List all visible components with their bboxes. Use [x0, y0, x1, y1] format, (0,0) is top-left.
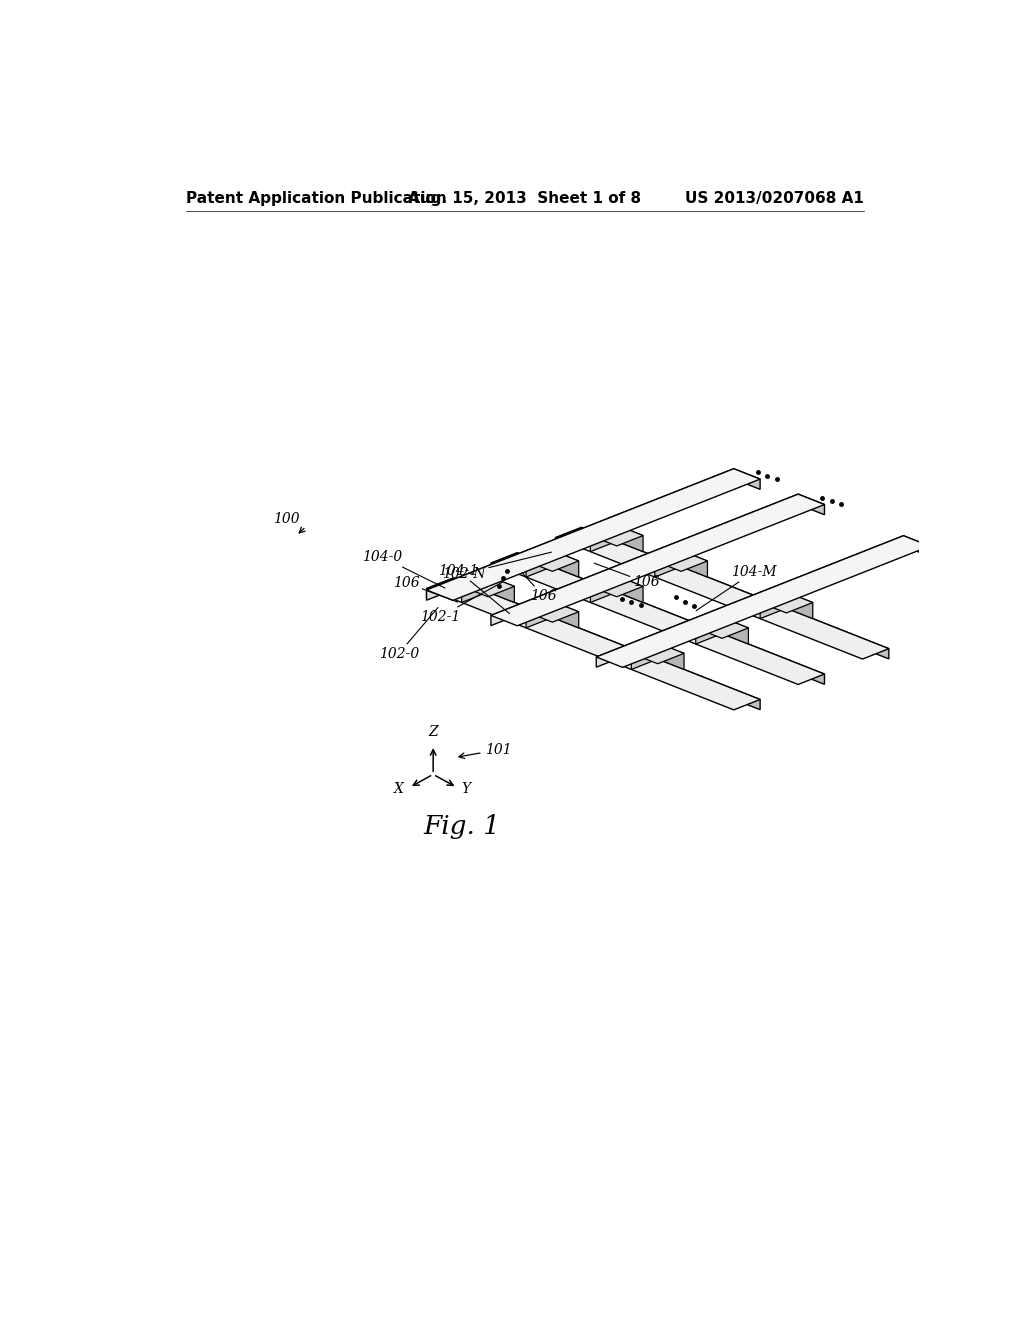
Polygon shape: [462, 576, 488, 602]
Polygon shape: [591, 576, 643, 597]
Polygon shape: [552, 602, 579, 628]
Polygon shape: [427, 578, 760, 710]
Text: 101: 101: [459, 743, 512, 759]
Polygon shape: [786, 593, 813, 619]
Polygon shape: [760, 593, 786, 619]
Polygon shape: [632, 643, 657, 669]
Polygon shape: [582, 528, 889, 659]
Polygon shape: [555, 528, 582, 548]
Polygon shape: [695, 618, 722, 644]
Polygon shape: [616, 525, 643, 552]
Text: 106: 106: [522, 573, 556, 603]
Polygon shape: [695, 618, 749, 639]
Text: 100: 100: [273, 512, 300, 525]
Polygon shape: [526, 602, 579, 622]
Polygon shape: [555, 528, 889, 659]
Polygon shape: [526, 602, 552, 628]
Polygon shape: [722, 618, 749, 644]
Text: 104-1: 104-1: [438, 564, 509, 614]
Polygon shape: [654, 550, 708, 572]
Polygon shape: [427, 469, 734, 601]
Text: X: X: [394, 781, 403, 796]
Text: US 2013/0207068 A1: US 2013/0207068 A1: [685, 191, 863, 206]
Text: Fig. 1: Fig. 1: [423, 814, 500, 840]
Text: 106: 106: [594, 564, 659, 590]
Text: 102-1: 102-1: [420, 582, 503, 624]
Text: Aug. 15, 2013  Sheet 1 of 8: Aug. 15, 2013 Sheet 1 of 8: [409, 191, 641, 206]
Polygon shape: [591, 576, 616, 602]
Polygon shape: [591, 525, 643, 546]
Polygon shape: [526, 550, 552, 577]
Polygon shape: [654, 550, 681, 577]
Text: 104-M: 104-M: [696, 565, 776, 611]
Text: Y: Y: [461, 781, 470, 796]
Polygon shape: [798, 494, 824, 515]
Polygon shape: [427, 578, 453, 599]
Text: Patent Application Publication: Patent Application Publication: [186, 191, 446, 206]
Polygon shape: [616, 576, 643, 602]
Polygon shape: [526, 550, 579, 572]
Polygon shape: [632, 643, 684, 664]
Text: Z: Z: [428, 725, 438, 739]
Polygon shape: [903, 536, 930, 556]
Polygon shape: [517, 553, 824, 684]
Polygon shape: [760, 593, 813, 612]
Polygon shape: [596, 536, 930, 668]
Polygon shape: [681, 550, 708, 577]
Polygon shape: [490, 494, 824, 626]
Polygon shape: [488, 576, 514, 602]
Text: 106: 106: [392, 576, 458, 602]
Text: 102-N: 102-N: [442, 552, 552, 581]
Polygon shape: [596, 536, 903, 667]
Polygon shape: [591, 525, 616, 552]
Polygon shape: [490, 494, 798, 626]
Polygon shape: [453, 578, 760, 710]
Polygon shape: [490, 553, 517, 573]
Polygon shape: [490, 553, 824, 685]
Polygon shape: [462, 576, 514, 597]
Text: 102-0: 102-0: [379, 607, 438, 661]
Polygon shape: [657, 643, 684, 669]
Text: 104-0: 104-0: [362, 550, 445, 589]
Polygon shape: [734, 469, 760, 490]
Polygon shape: [427, 469, 760, 601]
Polygon shape: [552, 550, 579, 577]
